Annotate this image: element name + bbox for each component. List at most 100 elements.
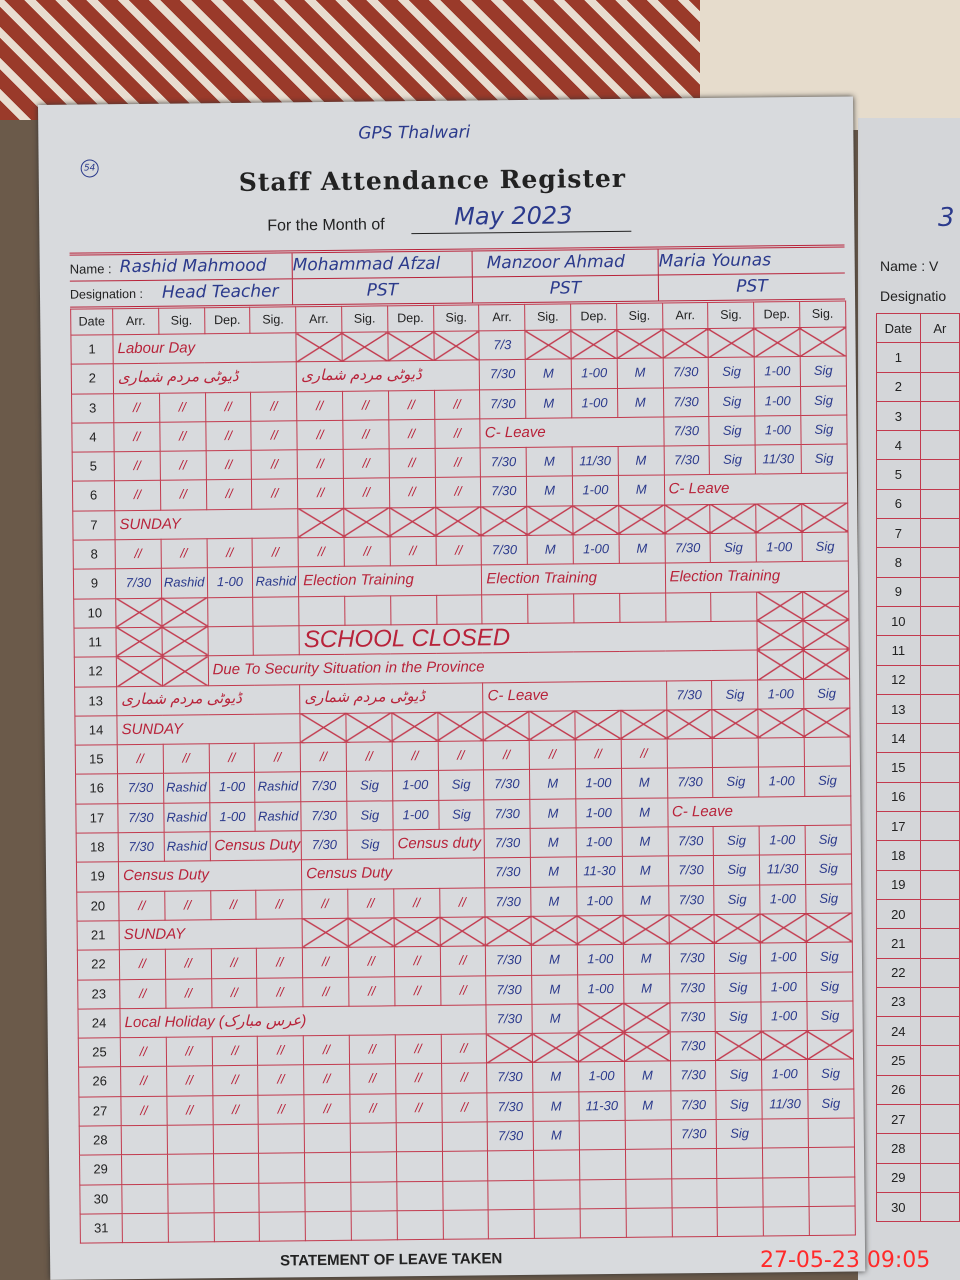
cell-text: Sig	[814, 450, 834, 467]
entry-cell: //	[342, 390, 389, 421]
entry-cell	[527, 593, 574, 624]
entry-cell: M	[617, 446, 664, 476]
entry-cell: //	[160, 480, 207, 511]
entry-cell: M	[618, 534, 665, 564]
crossed-cell	[802, 590, 849, 621]
entry-cell: 7/30	[117, 802, 164, 833]
photo-timestamp: 27-05-23 09:05	[760, 1248, 931, 1273]
entry-cell: M	[525, 359, 572, 390]
entry-cell: 7/30	[669, 1002, 716, 1033]
cell-text: //	[185, 1043, 193, 1059]
entry-cell: //	[210, 948, 258, 979]
cell-text: //	[454, 454, 462, 470]
entry-cell	[167, 1154, 214, 1184]
entry-cell: 7/30	[487, 1121, 534, 1152]
crossed-cell	[439, 916, 486, 947]
entry-cell	[213, 1212, 260, 1242]
month-label: For the Month of	[267, 216, 385, 235]
cell-text: //	[368, 1070, 377, 1087]
entry-cell: //	[395, 1034, 442, 1065]
cell-text: Rashid	[257, 808, 299, 824]
right-table-row: 28	[876, 1133, 960, 1164]
cell-text: 7/30	[678, 862, 704, 878]
cell-text: 1-00	[769, 890, 796, 907]
entry-cell: //	[389, 477, 436, 508]
cell-text: 1-00	[766, 539, 793, 555]
cell-text: //	[139, 985, 147, 1001]
note-cell: ڈیوٹی مردم شماری	[296, 360, 480, 392]
cell-text: 7/30	[679, 1008, 706, 1025]
cell-text: //	[273, 749, 282, 765]
cell-text: M	[634, 394, 646, 410]
cell-text: 7/30	[673, 364, 699, 380]
entry-cell: 7/30	[484, 799, 531, 829]
entry-cell: 1-00	[754, 415, 802, 446]
note-cell: ڈیوٹی مردم شماری	[116, 684, 301, 716]
cell-text: M	[549, 1010, 561, 1026]
crossed-cell	[757, 649, 804, 680]
cell-text: 7/30	[490, 454, 517, 470]
entry-cell: M	[527, 534, 574, 565]
cell-text: //	[225, 545, 234, 561]
cell-text: Sig	[817, 685, 837, 701]
crossed-cell	[761, 1030, 808, 1061]
cell-text: Sig	[728, 949, 748, 966]
right-entry-cell	[919, 723, 960, 754]
crossed-cell	[116, 656, 163, 687]
cell-text: //	[412, 894, 421, 910]
crossed-cell	[297, 508, 345, 538]
cell-text: //	[408, 455, 416, 471]
entry-cell: //	[302, 976, 349, 1007]
cell-text: Sig	[821, 1095, 841, 1111]
crossed-cell	[710, 503, 757, 534]
right-entry-cell	[919, 430, 960, 461]
entry-cell: Sig	[805, 854, 852, 885]
column-header: Dep.	[570, 303, 617, 330]
entry-cell: //	[395, 1093, 442, 1123]
cell-text: //	[231, 1072, 239, 1088]
entry-cell	[305, 1211, 352, 1241]
entry-cell: 1-00	[761, 1059, 808, 1090]
right-table-row: 25	[876, 1045, 960, 1076]
cell-text: 1-00	[402, 806, 429, 822]
entry-cell: //	[296, 390, 343, 421]
cell-text: 1-00	[219, 808, 246, 824]
cell-text: //	[316, 485, 325, 501]
cell-text: //	[132, 399, 141, 415]
cell-text: 7/30	[494, 776, 520, 792]
entry-cell: //	[119, 978, 166, 1009]
entry-cell	[442, 1151, 489, 1181]
entry-cell: //	[394, 975, 441, 1006]
cell-text: 7/30	[676, 686, 702, 702]
entry-cell: //	[251, 479, 298, 510]
entry-cell: 1-00	[759, 825, 806, 856]
entry-cell: //	[297, 449, 344, 480]
entry-cell	[436, 594, 483, 625]
staff-designation: PST	[292, 277, 474, 305]
entry-cell	[624, 1119, 672, 1150]
entry-cell	[762, 1177, 810, 1207]
right-entry-cell	[919, 781, 960, 813]
entry-cell	[671, 1148, 718, 1179]
cell-text: M	[544, 541, 556, 557]
entry-cell	[350, 1122, 397, 1153]
right-date-cell: 9	[876, 576, 921, 607]
date-cell: 5	[72, 451, 115, 482]
cell-text: M	[639, 833, 651, 849]
cell-text: Sig	[817, 773, 837, 789]
note-text: Census Duty	[122, 866, 210, 885]
entry-cell: 7/30	[669, 972, 716, 1003]
column-header: Sig.	[250, 306, 297, 334]
cell-text: //	[276, 984, 284, 1000]
cell-text: M	[638, 775, 650, 791]
entry-cell: //	[120, 1037, 167, 1068]
crossed-cell	[115, 597, 162, 628]
staff-designation: PST	[736, 276, 768, 297]
cell-text: Sig	[727, 891, 747, 907]
entry-cell: //	[166, 1095, 213, 1126]
entry-cell: //	[165, 978, 212, 1009]
cell-text: 1-00	[767, 685, 794, 701]
cell-text: 11/30	[579, 453, 611, 469]
entry-cell	[808, 1118, 855, 1148]
cell-text: //	[231, 1043, 239, 1059]
